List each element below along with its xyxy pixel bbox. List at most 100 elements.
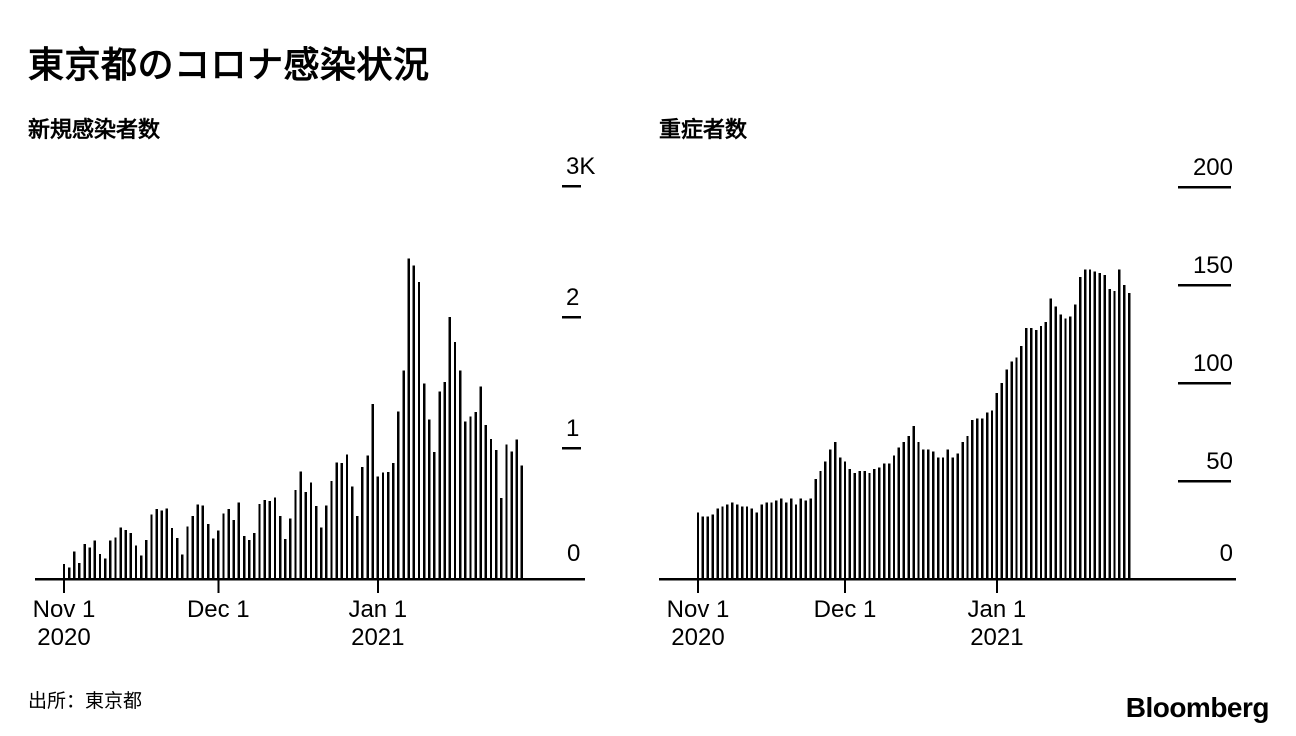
new-cases-bar bbox=[361, 466, 364, 579]
chart-subtitle-new-cases: 新規感染者数 bbox=[28, 117, 161, 142]
severe-cases-bar bbox=[750, 508, 754, 579]
severe-cases-bar bbox=[1103, 275, 1106, 579]
source-note: 出所：東京都 bbox=[28, 691, 143, 712]
severe-cases-bar bbox=[1093, 271, 1097, 579]
severe-cases-bar bbox=[731, 502, 734, 579]
new-cases-bar bbox=[386, 472, 390, 579]
new-cases-bar bbox=[273, 497, 277, 579]
new-cases-bar bbox=[500, 498, 503, 579]
new-cases-y-zero-label: 0 bbox=[567, 540, 580, 567]
severe-cases-bar bbox=[976, 418, 979, 579]
severe-cases-bar bbox=[838, 457, 842, 579]
new-cases-bar bbox=[201, 505, 205, 579]
new-cases-bar bbox=[479, 386, 482, 579]
new-cases-bar bbox=[314, 506, 318, 579]
new-cases-bar bbox=[134, 545, 138, 580]
severe-cases-bar bbox=[765, 502, 768, 579]
severe-cases-bar bbox=[843, 461, 847, 579]
severe-cases-bar bbox=[809, 498, 812, 579]
new-cases-bar bbox=[248, 539, 251, 579]
page-title: 東京都のコロナ感染状況 bbox=[28, 44, 430, 85]
new-cases-bar bbox=[278, 516, 282, 579]
severe-cases-bar bbox=[770, 502, 773, 579]
new-cases-x-tick-label: 2020 bbox=[37, 624, 90, 651]
severe-cases-bar bbox=[834, 441, 837, 579]
severe-cases-bar bbox=[1064, 318, 1067, 579]
new-cases-bar bbox=[232, 520, 235, 579]
severe-cases-bar bbox=[917, 441, 920, 579]
severe-cases-bar bbox=[1030, 328, 1033, 579]
severe-cases-bar bbox=[721, 506, 724, 579]
new-cases-bar bbox=[165, 508, 169, 579]
new-cases-bar bbox=[170, 527, 174, 579]
new-cases-bar bbox=[448, 316, 452, 579]
severe-cases-bar bbox=[922, 449, 925, 579]
new-cases-bar bbox=[139, 555, 143, 579]
new-cases-bar bbox=[160, 510, 163, 579]
new-cases-bar bbox=[212, 538, 215, 579]
new-cases-bar bbox=[175, 537, 179, 579]
new-cases-bar bbox=[186, 526, 189, 579]
severe-cases-bar bbox=[966, 435, 969, 579]
severe-cases-bar bbox=[775, 500, 778, 579]
severe-cases-bar bbox=[706, 516, 709, 579]
new-cases-bar bbox=[119, 527, 122, 579]
new-cases-bar bbox=[73, 551, 76, 579]
new-cases-bar bbox=[88, 547, 91, 579]
new-cases-bar bbox=[422, 383, 426, 579]
severe-cases-bar bbox=[696, 512, 700, 579]
severe-cases-bar bbox=[1025, 328, 1028, 579]
new-cases-bar bbox=[330, 481, 333, 579]
new-cases-bar bbox=[397, 411, 400, 579]
severe-cases-bar bbox=[1005, 369, 1008, 579]
severe-cases-bar bbox=[701, 516, 705, 579]
severe-cases-y-tick-label: 150 bbox=[1193, 252, 1233, 279]
new-cases-bar bbox=[407, 258, 410, 579]
new-cases-bar bbox=[217, 530, 220, 579]
new-cases-x-tick-label: Nov 1 bbox=[33, 596, 96, 623]
new-cases-bar bbox=[371, 403, 374, 579]
severe-cases-bar bbox=[863, 471, 866, 579]
new-cases-bar bbox=[62, 563, 66, 579]
severe-cases-x-tick-label: Nov 1 bbox=[667, 596, 730, 623]
severe-cases-bar bbox=[1054, 306, 1057, 579]
new-cases-bar bbox=[376, 476, 380, 579]
severe-cases-bar bbox=[780, 498, 783, 579]
severe-cases-bar bbox=[941, 457, 945, 579]
severe-cases-bar bbox=[936, 457, 940, 579]
new-cases-y-tick-label: 2 bbox=[566, 284, 579, 311]
new-cases-bar bbox=[350, 486, 354, 579]
new-cases-x-tick-label: Jan 1 bbox=[348, 596, 407, 623]
severe-cases-bar bbox=[912, 426, 915, 579]
new-cases-bar bbox=[253, 532, 256, 579]
severe-cases-bar bbox=[1083, 269, 1087, 579]
new-cases-bar bbox=[67, 567, 71, 579]
severe-cases-bar bbox=[858, 471, 861, 579]
severe-cases-bar bbox=[760, 504, 763, 579]
new-cases-bar bbox=[335, 462, 338, 579]
new-cases-bar bbox=[381, 472, 385, 579]
new-cases-bar bbox=[428, 419, 431, 579]
new-cases-bar bbox=[515, 439, 518, 579]
new-cases-bar bbox=[227, 509, 230, 579]
new-cases-bar bbox=[510, 451, 513, 579]
new-cases-bar bbox=[103, 558, 107, 579]
new-cases-bar bbox=[299, 471, 302, 579]
new-cases-bar bbox=[263, 500, 266, 579]
new-cases-bar bbox=[78, 563, 81, 579]
severe-cases-bar bbox=[819, 471, 822, 579]
new-cases-bar bbox=[150, 514, 153, 579]
new-cases-bar bbox=[320, 527, 323, 579]
severe-cases-bar bbox=[990, 410, 994, 579]
new-cases-bar bbox=[469, 416, 472, 579]
new-cases-bar bbox=[325, 505, 328, 579]
severe-cases-bar bbox=[932, 451, 935, 579]
chart-subtitle-severe-cases: 重症者数 bbox=[659, 117, 748, 142]
new-cases-bar bbox=[242, 536, 246, 579]
severe-cases-bar bbox=[799, 498, 803, 579]
severe-cases-bar bbox=[1118, 269, 1121, 579]
severe-cases-y-zero-label: 0 bbox=[1220, 540, 1233, 567]
bloomberg-logo: Bloomberg bbox=[1125, 692, 1270, 723]
severe-cases-bar bbox=[1000, 383, 1003, 579]
